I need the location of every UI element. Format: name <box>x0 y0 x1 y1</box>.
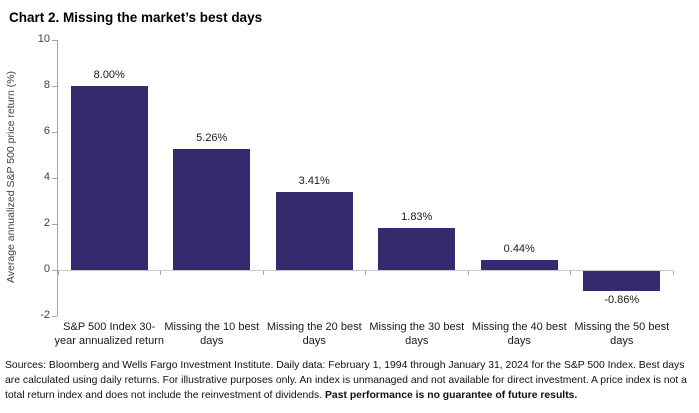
y-axis-tick <box>52 223 57 225</box>
x-axis-tick <box>57 271 59 275</box>
y-axis-tick-label: 6 <box>43 125 50 137</box>
source-text: Sources: Bloomberg and Wells Fargo Inves… <box>5 360 687 401</box>
x-axis-tick <box>365 271 366 275</box>
bar-value-label: 8.00% <box>93 69 125 81</box>
x-axis-category-label: Missing the 40 best days <box>471 321 567 347</box>
zero-axis-line <box>58 270 673 271</box>
bar <box>70 86 148 270</box>
x-axis-tick <box>467 271 469 275</box>
y-axis-tick-label: -2 <box>40 309 50 321</box>
bar-value-label: 0.44% <box>503 242 535 255</box>
x-axis-category-label: S&P 500 Index 30-year annualized return <box>54 321 164 347</box>
plot-area: -2 0 2 4 6 8 10 8.00% S&P 500 Index 30-year annu… <box>38 33 674 347</box>
x-axis-category-label: Missing the 30 best days <box>369 321 465 347</box>
y-axis-tick-label: 4 <box>43 171 50 183</box>
bar <box>275 191 353 270</box>
y-axis-tick <box>52 85 57 87</box>
chart-title: Chart 2. Missing the market’s best days <box>9 10 263 25</box>
x-axis-tick <box>570 271 571 275</box>
y-axis-tick <box>52 131 57 133</box>
y-axis-tick <box>52 269 57 271</box>
y-axis-tick-label: 0 <box>43 263 50 275</box>
x-axis-tick <box>672 271 674 275</box>
x-axis-tick <box>160 271 161 275</box>
x-axis-category-label: Missing the 10 best days <box>164 321 260 347</box>
bar <box>480 259 558 270</box>
x-axis-category-label: Missing the 20 best days <box>266 321 362 347</box>
y-axis-tick-label: 10 <box>37 33 50 45</box>
y-axis-tick-label: 2 <box>43 217 50 229</box>
bar-value-label: 1.83% <box>401 210 433 223</box>
bar-value-label: 3.41% <box>298 174 330 187</box>
y-axis-tick <box>52 315 57 317</box>
bar <box>583 271 661 291</box>
bar-value-label: -0.86% <box>604 293 640 306</box>
bar <box>173 149 251 270</box>
y-axis-tick-label: 8 <box>43 79 50 91</box>
x-axis-category-label: Missing the 50 best days <box>574 321 670 347</box>
source-note: Sources: Bloomberg and Wells Fargo Inves… <box>5 358 695 403</box>
bar <box>378 227 456 270</box>
y-axis-tick <box>52 39 57 41</box>
bar-value-label: 5.26% <box>196 132 228 145</box>
y-axis-tick <box>52 177 57 179</box>
y-axis-label: Average annualized S&P 500 price return … <box>5 70 17 284</box>
disclaimer-text: Past performance is no guarantee of futu… <box>325 390 578 401</box>
x-axis-tick <box>262 271 264 275</box>
